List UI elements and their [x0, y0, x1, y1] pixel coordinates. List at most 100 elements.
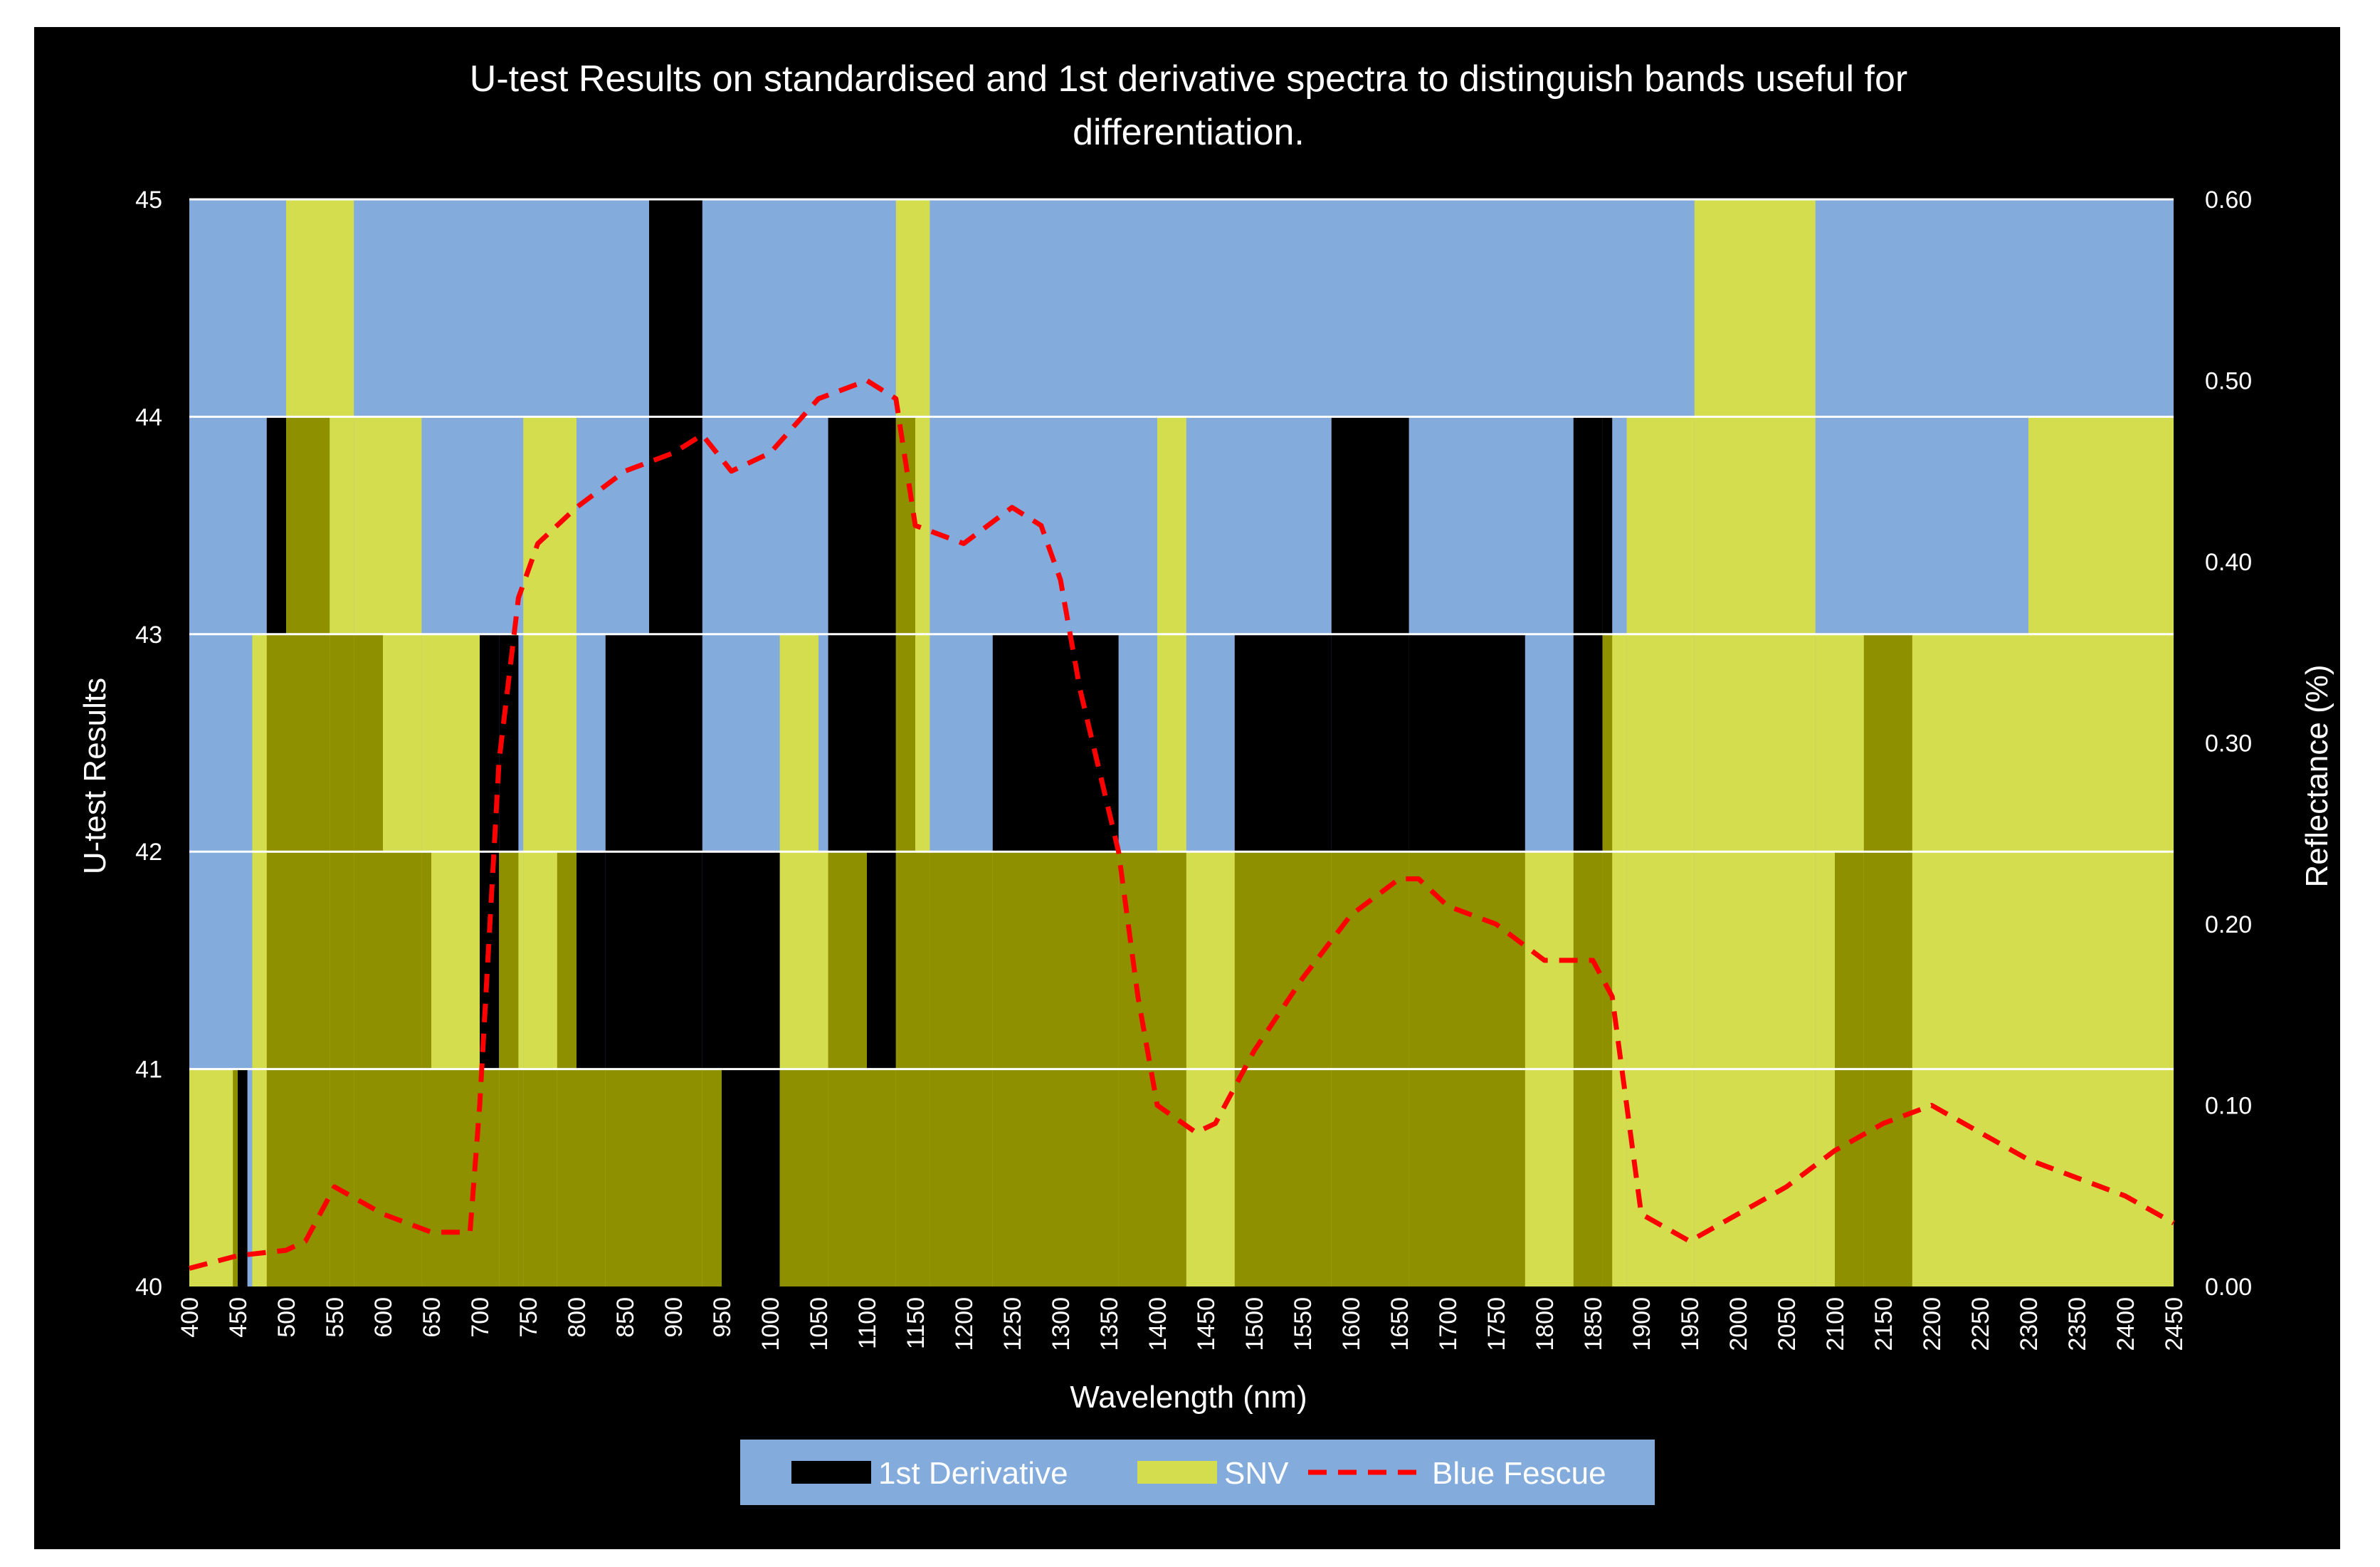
x-tick-label-9: 850	[612, 1297, 639, 1338]
x-tick-label-39: 2350	[2064, 1297, 2091, 1351]
x-tick-label-3: 550	[322, 1297, 349, 1338]
x-tick-label-34: 2100	[1822, 1297, 1849, 1351]
y-left-tick-label-3: 43	[135, 622, 162, 649]
x-tick-label-22: 1500	[1241, 1297, 1268, 1351]
first-derivative-bar-23-0	[1408, 634, 1525, 852]
x-tick-label-1: 450	[225, 1297, 252, 1338]
x-tick-label-18: 1300	[1048, 1297, 1075, 1351]
x-tick-label-8: 800	[564, 1297, 591, 1338]
x-tick-label-27: 1750	[1483, 1297, 1510, 1351]
overlap-bar-11-0	[649, 1069, 702, 1286]
x-tick-label-19: 1350	[1096, 1297, 1123, 1351]
first-derivative-bar-17-0	[992, 634, 1060, 852]
legend-swatch-first-derivative	[791, 1461, 871, 1484]
x-tick-label-38: 2300	[2016, 1297, 2043, 1351]
overlap-bar-9-1	[576, 1069, 606, 1286]
snv-bar-0	[189, 1069, 238, 1286]
x-tick-label-23: 1550	[1290, 1297, 1317, 1351]
x-tick-label-40: 2400	[2112, 1297, 2139, 1351]
x-tick-label-26: 1700	[1435, 1297, 1462, 1351]
x-tick-label-14: 1100	[854, 1297, 881, 1349]
x-tick-label-32: 2000	[1725, 1297, 1752, 1351]
overlap-bar-25-1	[1602, 634, 1613, 1286]
x-tick-label-7: 750	[515, 1297, 542, 1338]
x-tick-label-37: 2250	[1967, 1297, 1994, 1351]
legend-label-blue-fescue: Blue Fescue	[1432, 1456, 1606, 1491]
x-tick-label-28: 1800	[1532, 1297, 1559, 1351]
x-tick-label-13: 1050	[806, 1297, 833, 1351]
y-left-tick-label-2: 42	[135, 839, 162, 866]
overlap-bar-14-0	[779, 1069, 818, 1286]
overlap-bar-4-1	[354, 634, 383, 1286]
x-tick-label-29: 1850	[1580, 1297, 1607, 1351]
overlap-bar-8-1	[523, 1069, 557, 1286]
overlap-bar-8-0	[518, 1069, 524, 1286]
x-tick-label-0: 400	[177, 1297, 204, 1338]
y-axis-right-ticks: 0.00 0.10 0.20 0.30 0.40 0.50 0.60	[2205, 187, 2252, 1301]
x-tick-label-41: 2450	[2161, 1297, 2188, 1351]
first-derivative-bar-1-1	[238, 1069, 248, 1286]
first-derivative-bar-12-0	[702, 851, 722, 1069]
x-tick-label-36: 2200	[1919, 1297, 1946, 1351]
overlap-bar-4-0	[330, 634, 354, 1286]
y-right-tick-label-6: 0.60	[2205, 187, 2252, 214]
y-axis-left-title: U-test Results	[78, 678, 112, 874]
y-axis-right-title: Reflectance (%)	[2300, 664, 2334, 887]
chart-title-line-2: differentiation.	[1073, 112, 1305, 153]
y-right-tick-label-2: 0.20	[2205, 911, 2252, 938]
overlap-bar-12-0	[702, 1069, 722, 1286]
first-derivative-bar-15-1	[867, 416, 896, 1069]
x-tick-label-35: 2150	[1870, 1297, 1897, 1351]
x-tick-label-11: 950	[709, 1297, 736, 1338]
x-tick-label-24: 1600	[1338, 1297, 1365, 1351]
plot-area	[189, 198, 2175, 1286]
overlap-bar-3-0	[266, 634, 286, 1286]
x-tick-label-16: 1200	[951, 1297, 978, 1351]
x-tick-label-10: 900	[660, 1297, 688, 1338]
overlap-bar-1-0	[233, 1069, 238, 1286]
x-tick-label-15: 1150	[902, 1297, 930, 1349]
x-axis-ticks: 400 450 500 550 600 650 700 750 800 850 900 950 1000…	[177, 1297, 2188, 1351]
legend-label-snv: SNV	[1224, 1456, 1289, 1491]
overlap-bar-14-1	[818, 1069, 828, 1286]
x-tick-label-25: 1650	[1386, 1297, 1413, 1351]
y-right-tick-label-5: 0.50	[2205, 368, 2252, 395]
y-right-tick-label-1: 0.10	[2205, 1093, 2252, 1120]
snv-bar-20	[1694, 199, 1816, 1286]
overlap-bar-7-0	[480, 1069, 500, 1286]
y-left-tick-label-5: 45	[135, 187, 162, 214]
y-right-tick-label-4: 0.40	[2205, 549, 2252, 576]
first-derivative-bar-25-1	[1602, 416, 1613, 634]
overlap-bar-10-0	[605, 1069, 649, 1286]
y-left-tick-label-1: 41	[135, 1057, 162, 1084]
overlap-bar-28-0	[1863, 634, 1912, 1286]
x-tick-label-5: 650	[418, 1297, 446, 1338]
y-axis-left-ticks: 40 41 42 43 44 45	[135, 187, 162, 1301]
overlap-bar-6-0	[431, 1069, 480, 1286]
x-tick-label-4: 600	[370, 1297, 397, 1338]
x-tick-label-6: 700	[467, 1297, 494, 1338]
x-tick-label-30: 1900	[1628, 1297, 1655, 1351]
first-derivative-bar-3-0	[266, 416, 286, 634]
first-derivative-bar-21-0	[1234, 634, 1332, 852]
y-left-tick-label-4: 44	[135, 404, 162, 431]
legend-swatch-snv	[1137, 1461, 1217, 1484]
chart-title-line-1: U-test Results on standardised and 1st d…	[470, 58, 1907, 100]
overlap-bar-15-1	[867, 1069, 896, 1286]
x-tick-label-33: 2050	[1774, 1297, 1801, 1351]
y-right-tick-label-0: 0.00	[2205, 1274, 2252, 1301]
legend-label-first-derivative: 1st Derivative	[878, 1456, 1068, 1491]
x-tick-label-21: 1450	[1193, 1297, 1220, 1351]
y-left-tick-label-0: 40	[135, 1274, 162, 1301]
x-tick-label-12: 1000	[757, 1297, 784, 1351]
x-axis-title: Wavelength (nm)	[1070, 1380, 1307, 1415]
x-tick-label-2: 500	[273, 1297, 300, 1338]
x-tick-label-17: 1250	[999, 1297, 1026, 1351]
first-derivative-bar-9-1	[576, 851, 606, 1069]
y-right-tick-label-3: 0.30	[2205, 730, 2252, 758]
first-derivative-bars	[233, 199, 1912, 1286]
x-tick-label-20: 1400	[1144, 1297, 1171, 1351]
gridlines	[189, 198, 2174, 1071]
x-tick-label-31: 1950	[1677, 1297, 1704, 1351]
